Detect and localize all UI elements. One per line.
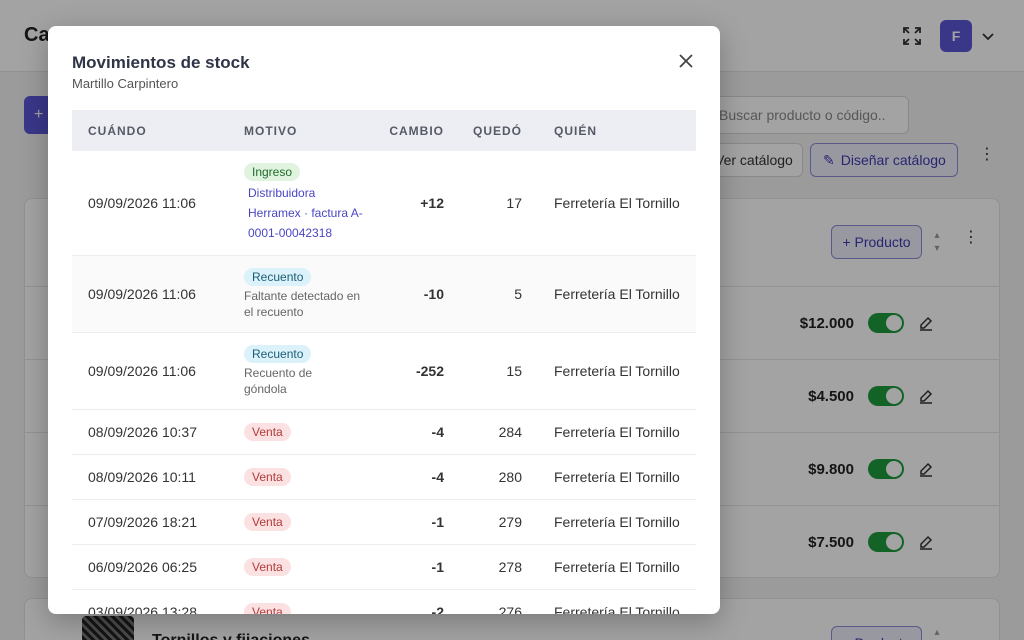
table-header-row: CUÁNDO MOTIVO CAMBIO QUEDÓ QUIÉN <box>72 110 696 151</box>
fullscreen-icon[interactable] <box>902 26 922 46</box>
cell-motivo: Venta <box>228 499 368 545</box>
close-icon[interactable] <box>676 51 696 71</box>
movements-table: CUÁNDO MOTIVO CAMBIO QUEDÓ QUIÉN 09/09/2… <box>72 110 696 614</box>
cell-cambio: -4 <box>368 454 460 500</box>
sort-icon[interactable]: ▴ <box>934 627 940 638</box>
motivo-note: Recuento de góndola <box>244 365 313 396</box>
add-product-button[interactable]: + Producto <box>831 626 922 640</box>
cell-quien: Ferretería El Tornillo <box>538 409 696 455</box>
cell-motivo: Venta <box>228 454 368 500</box>
cell-quedo: 279 <box>460 499 538 545</box>
cell-quien: Ferretería El Tornillo <box>538 151 696 256</box>
column-header-quedo: QUEDÓ <box>460 110 538 151</box>
cell-cuando: 06/09/2026 06:25 <box>72 544 228 590</box>
edit-icon[interactable] <box>918 388 934 404</box>
table-row: 08/09/2026 10:37 Venta -4 284 Ferretería… <box>72 409 696 455</box>
motivo-badge: Recuento <box>244 267 312 286</box>
cell-quien: Ferretería El Tornillo <box>538 499 696 545</box>
table-row: 08/09/2026 10:11 Venta -4 280 Ferretería… <box>72 454 696 500</box>
column-header-motivo: MOTIVO <box>228 110 368 151</box>
cell-quedo: 276 <box>460 589 538 614</box>
cell-quedo: 5 <box>460 255 538 333</box>
cell-motivo: Recuento Faltante detectado en el recuen… <box>228 255 368 333</box>
cell-cuando: 03/09/2026 13:28 <box>72 589 228 614</box>
table-row: 06/09/2026 06:25 Venta -1 278 Ferretería… <box>72 544 696 590</box>
column-header-cuando: CUÁNDO <box>72 110 228 151</box>
cell-cambio: -2 <box>368 589 460 614</box>
motivo-badge: Venta <box>244 602 291 614</box>
active-toggle[interactable] <box>868 532 904 552</box>
cell-quedo: 278 <box>460 544 538 590</box>
stock-movements-modal: Movimientos de stock Martillo Carpintero… <box>48 26 720 614</box>
cell-motivo: Venta <box>228 544 368 590</box>
motivo-badge: Venta <box>244 557 291 576</box>
chevron-down-icon[interactable] <box>980 28 996 44</box>
cell-cambio: -1 <box>368 499 460 545</box>
search-input[interactable]: Buscar producto o código.. <box>700 96 909 134</box>
edit-icon[interactable] <box>918 461 934 477</box>
cell-motivo: Ingreso Distribuidora Herramex · factura… <box>228 151 368 256</box>
sort-icon[interactable]: ▴ ▾ <box>934 230 940 254</box>
cell-quien: Ferretería El Tornillo <box>538 544 696 590</box>
design-catalog-button[interactable]: ✎ Diseñar catálogo <box>810 143 958 177</box>
cell-quien: Ferretería El Tornillo <box>538 332 696 410</box>
table-row: 09/09/2026 11:06 Recuento Recuento de gó… <box>72 332 696 410</box>
cell-cambio: -1 <box>368 544 460 590</box>
table-row: 09/09/2026 11:06 Recuento Faltante detec… <box>72 255 696 333</box>
add-product-button[interactable]: + Producto <box>831 225 922 259</box>
motivo-badge: Ingreso <box>244 162 301 181</box>
cell-cambio: -252 <box>368 332 460 410</box>
column-header-quien: QUIÉN <box>538 110 696 151</box>
pen-icon: ✎ <box>823 152 835 168</box>
modal-title: Movimientos de stock <box>72 53 250 72</box>
cell-cuando: 08/09/2026 10:11 <box>72 454 228 500</box>
motivo-badge: Venta <box>244 512 291 531</box>
category-thumbnail <box>82 616 134 640</box>
cell-quedo: 284 <box>460 409 538 455</box>
cell-cambio: +12 <box>368 151 460 256</box>
active-toggle[interactable] <box>868 386 904 406</box>
cell-quedo: 15 <box>460 332 538 410</box>
motivo-note: Distribuidora Herramex · factura A-0001-… <box>248 185 363 240</box>
cell-motivo: Recuento Recuento de góndola <box>228 332 368 410</box>
cell-quien: Ferretería El Tornillo <box>538 454 696 500</box>
active-toggle[interactable] <box>868 313 904 333</box>
motivo-note: Faltante detectado en el recuento <box>244 288 361 319</box>
active-toggle[interactable] <box>868 459 904 479</box>
product-price: $4.500 <box>808 388 854 405</box>
cell-cuando: 09/09/2026 11:06 <box>72 151 228 256</box>
edit-icon[interactable] <box>918 534 934 550</box>
movements-table-wrapper[interactable]: CUÁNDO MOTIVO CAMBIO QUEDÓ QUIÉN 09/09/2… <box>72 110 696 614</box>
cell-quedo: 17 <box>460 151 538 256</box>
cell-cuando: 08/09/2026 10:37 <box>72 409 228 455</box>
avatar[interactable]: F <box>940 20 972 52</box>
cell-cambio: -10 <box>368 255 460 333</box>
cell-cuando: 09/09/2026 11:06 <box>72 255 228 333</box>
cell-cuando: 09/09/2026 11:06 <box>72 332 228 410</box>
cell-quedo: 280 <box>460 454 538 500</box>
cell-quien: Ferretería El Tornillo <box>538 589 696 614</box>
column-header-cambio: CAMBIO <box>368 110 460 151</box>
product-price: $9.800 <box>808 461 854 478</box>
cell-cambio: -4 <box>368 409 460 455</box>
category-name: Tornillos y fijaciones <box>152 632 310 640</box>
product-price: $7.500 <box>808 534 854 551</box>
page-title: Ca <box>24 24 50 46</box>
motivo-badge: Venta <box>244 467 291 486</box>
table-row: 03/09/2026 13:28 Venta -2 276 Ferretería… <box>72 589 696 614</box>
design-catalog-label: Diseñar catálogo <box>840 152 946 168</box>
motivo-badge: Venta <box>244 422 291 441</box>
cell-quien: Ferretería El Tornillo <box>538 255 696 333</box>
table-row: 07/09/2026 18:21 Venta -1 279 Ferretería… <box>72 499 696 545</box>
motivo-badge: Recuento <box>244 344 312 363</box>
cell-cuando: 07/09/2026 18:21 <box>72 499 228 545</box>
cell-motivo: Venta <box>228 409 368 455</box>
cell-motivo: Venta <box>228 589 368 614</box>
product-price: $12.000 <box>799 315 854 332</box>
edit-icon[interactable] <box>918 315 934 331</box>
modal-subtitle: Martillo Carpintero <box>72 76 179 91</box>
table-row: 09/09/2026 11:06 Ingreso Distribuidora H… <box>72 151 696 256</box>
